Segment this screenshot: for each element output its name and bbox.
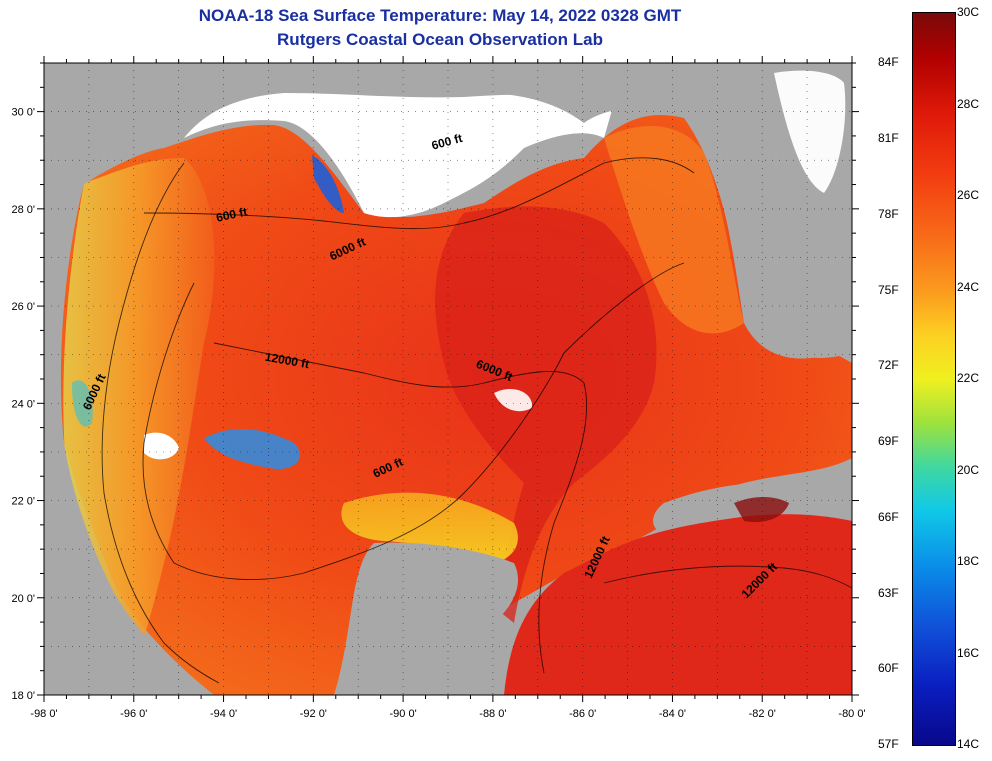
- cold-patch-louisiana: [312, 155, 344, 213]
- contour-label: 6000 ft: [327, 235, 367, 264]
- contour-label: 6000 ft: [474, 357, 515, 384]
- x-tick-label: -96 0': [120, 708, 147, 720]
- colorbar-fahrenheit-label: 60F: [878, 661, 899, 676]
- colorbar-celsius-label: 20C: [957, 462, 980, 477]
- contour-600ft-north: [143, 157, 695, 230]
- chart-title: NOAA-18 Sea Surface Temperature: May 14,…: [198, 6, 682, 25]
- cloud-west: [144, 432, 179, 460]
- contour-labels: 600 ft 600 ft 600 ft 6000 ft 6000 ft 6000 ft 1…: [80, 131, 780, 601]
- contour-label: 600 ft: [215, 205, 249, 225]
- sst-map-image: [44, 63, 852, 695]
- colorbar-fahrenheit-label: 57F: [878, 737, 899, 751]
- x-tick-label: -88 0': [479, 708, 506, 720]
- cold-patch-west: [204, 428, 300, 469]
- y-tick-label: 18 0': [11, 690, 35, 702]
- x-tick-label: -84 0': [659, 708, 686, 720]
- yucatan-shelf: [341, 492, 518, 563]
- caribbean-hotspot: [734, 497, 789, 523]
- x-tick-label: -86 0': [569, 708, 596, 720]
- contour-12000ft-caribbean: [603, 565, 852, 589]
- x-tick-label: -80 0': [838, 708, 865, 720]
- y-tick-label: 26 0': [11, 301, 35, 313]
- us-land: [44, 63, 784, 203]
- contour-label: 12000 ft: [739, 560, 781, 602]
- colorbar-fahrenheit-label: 63F: [878, 585, 899, 600]
- x-tick-label: -94 0': [210, 708, 237, 720]
- axis-ticks: -98 0' -96 0' -94 0' -92 0' -90 0' -88 0' -86 …: [11, 56, 866, 720]
- contour-label: 600 ft: [371, 455, 405, 481]
- colorbar-celsius-label: 18C: [957, 554, 980, 568]
- y-tick-label: 24 0': [11, 398, 35, 410]
- cold-patch-west-coast: [72, 380, 93, 427]
- y-tick-label: 22 0': [11, 496, 35, 508]
- x-tick-label: -98 0': [30, 708, 57, 720]
- colorbar-celsius-label: 24C: [957, 279, 980, 294]
- contour-6000ft: [142, 262, 685, 581]
- y-tick-label: 28 0': [11, 204, 35, 216]
- colorbar-celsius-label: 16C: [957, 645, 980, 660]
- northern-coast-cloud: [184, 93, 614, 218]
- colorbar-celsius-label: 30C: [957, 5, 980, 19]
- colorbar-fahrenheit-label: 69F: [878, 434, 899, 449]
- yucatan-land: [334, 542, 519, 695]
- cloud-east-patch: [494, 388, 533, 412]
- contour-label: 12000 ft: [264, 350, 310, 372]
- x-tick-label: -82 0': [749, 708, 776, 720]
- colorbar-fahrenheit-label: 66F: [878, 509, 899, 524]
- florida-cloud: [774, 70, 846, 193]
- colorbar-fahrenheit-label: 78F: [878, 206, 899, 221]
- mexico-land: [44, 183, 214, 695]
- chart-subtitle: Rutgers Coastal Ocean Observation Lab: [277, 30, 603, 49]
- caribbean-hot: [504, 514, 852, 695]
- contour-label: 6000 ft: [80, 372, 109, 412]
- y-tick-label: 20 0': [11, 593, 35, 605]
- contour-600ft-west: [101, 162, 220, 684]
- contour-12000ft: [213, 342, 588, 674]
- colorbar-celsius-label: 28C: [957, 96, 980, 111]
- western-shelf: [63, 158, 215, 663]
- graticule: [44, 63, 852, 695]
- colorbar-fahrenheit-label: 84F: [878, 55, 899, 70]
- colorbar-celsius-label: 22C: [957, 371, 980, 385]
- x-tick-label: -90 0': [390, 708, 417, 720]
- colorbar-fahrenheit-label: 72F: [878, 358, 899, 373]
- y-tick-label: 30 0': [11, 107, 35, 119]
- west-florida-shelf: [604, 126, 744, 334]
- colorbar-celsius-label: 26C: [957, 188, 980, 202]
- contour-label: 600 ft: [430, 131, 464, 153]
- colorbar-celsius-label: 14C: [957, 737, 980, 751]
- x-tick-label: -92 0': [300, 708, 327, 720]
- colorbar-fahrenheit-label: 75F: [878, 282, 899, 297]
- colorbar-fahrenheit-label: 81F: [878, 131, 899, 146]
- color-scale-bar: [912, 12, 956, 746]
- loop-current-core: [435, 206, 657, 623]
- contour-label: 12000 ft: [581, 534, 613, 580]
